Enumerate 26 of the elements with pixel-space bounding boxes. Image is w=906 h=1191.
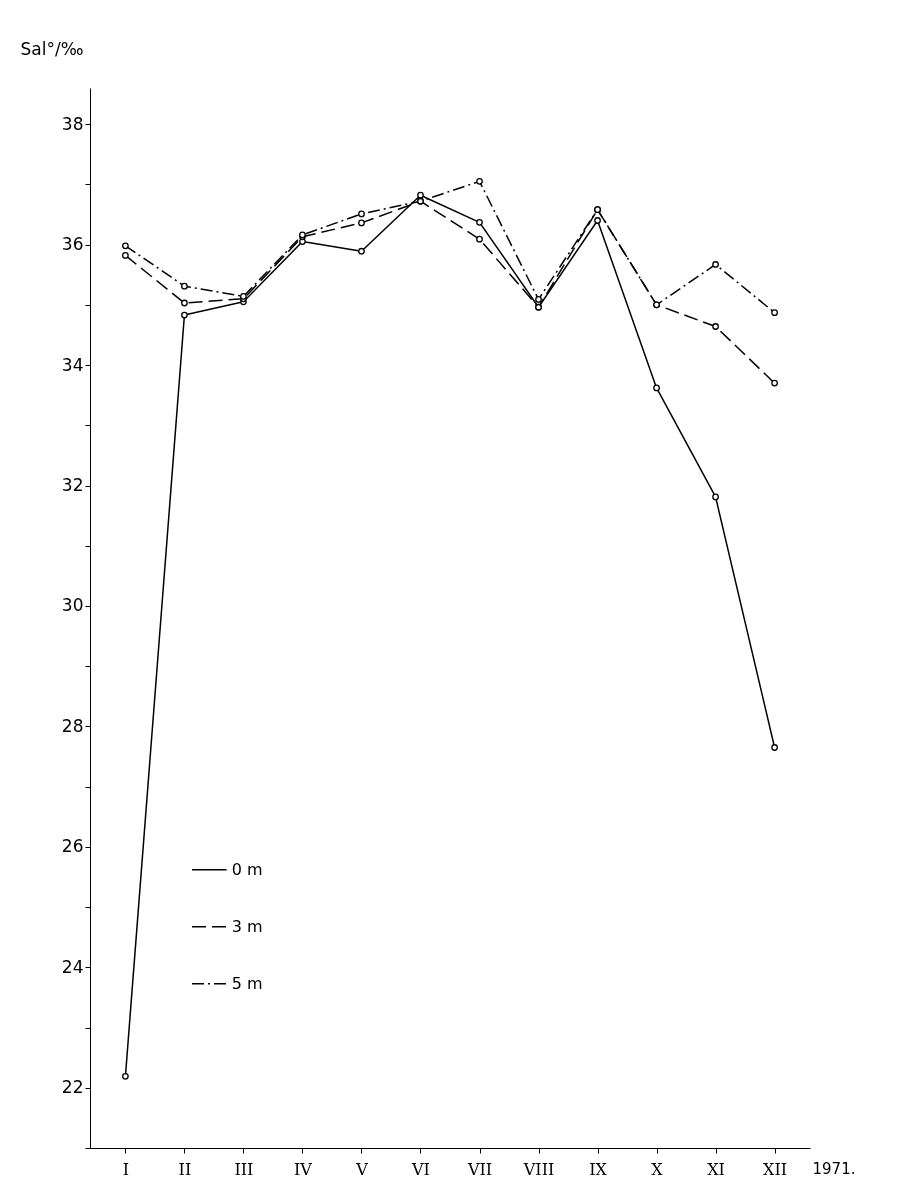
y-tick-label: 22 (61, 1077, 84, 1098)
y-tick-label: 24 (61, 956, 84, 977)
y-tick-label: 34 (61, 354, 84, 375)
x-tick-label: IV (294, 1159, 313, 1179)
y-tick-label: 38 (61, 113, 84, 134)
x-tick-label: XI (707, 1159, 725, 1179)
x-tick-label: IX (589, 1159, 608, 1179)
y-tick-label: 32 (61, 475, 84, 495)
x-tick-label: XII (763, 1159, 788, 1179)
legend-label: 5 m (231, 973, 263, 993)
y-tick-label: 26 (61, 836, 84, 857)
x-tick-label: I (122, 1159, 130, 1179)
x-tick-label: V (355, 1159, 369, 1179)
x-tick-label: III (234, 1159, 254, 1179)
legend-label: 3 m (231, 916, 263, 936)
x-tick-label: II (178, 1159, 192, 1179)
legend-label: 0 m (231, 859, 263, 879)
x-tick-label: VII (466, 1159, 493, 1179)
x-tick-label: X (651, 1159, 664, 1179)
y-tick-label: 36 (61, 234, 84, 255)
x-axis-title: 1971. (812, 1159, 856, 1178)
y-tick-label: 28 (61, 715, 84, 736)
x-tick-label: VI (411, 1159, 430, 1179)
y-tick-label: 30 (61, 595, 84, 616)
y-axis-title: Sal°/‰ (20, 38, 84, 59)
x-tick-label: VIII (522, 1159, 555, 1179)
